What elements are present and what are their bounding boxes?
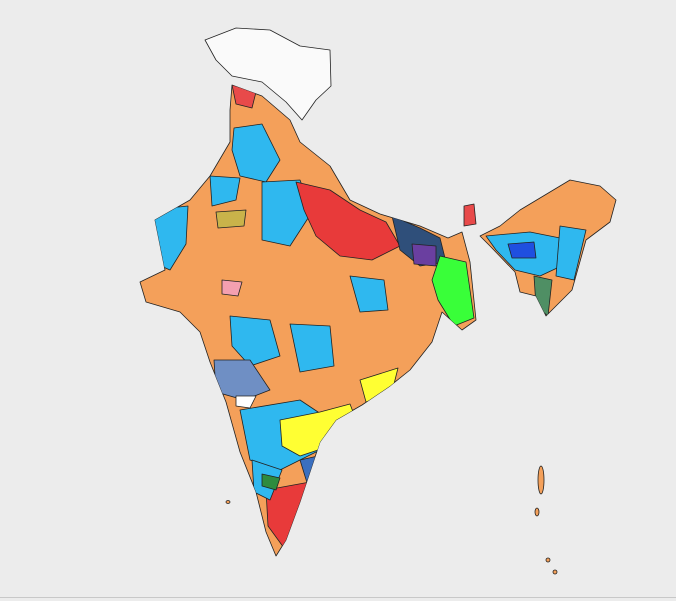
patch [235,395,257,409]
patch [229,315,281,367]
bottom-rule [0,597,676,598]
region-north [204,27,332,121]
island [534,507,540,517]
island [537,465,545,495]
patch [411,243,437,267]
patch [507,241,537,259]
island [545,557,551,563]
constituency-patches-ne [485,225,587,316]
patch [261,473,281,491]
patch [555,225,587,281]
patch [295,181,401,261]
patch [261,179,313,247]
patch [209,175,241,207]
island [552,569,558,575]
region-sikkim [463,203,477,227]
patch [349,275,389,313]
island [225,500,231,504]
patch [215,209,247,229]
patch [221,279,243,297]
mainland [139,84,477,557]
patch [289,323,335,373]
